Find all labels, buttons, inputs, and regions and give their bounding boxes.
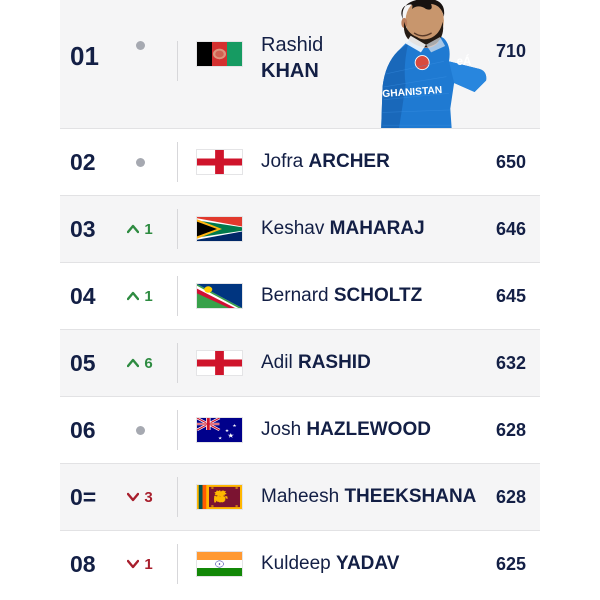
svg-text:eÁ: eÁ <box>457 55 472 68</box>
